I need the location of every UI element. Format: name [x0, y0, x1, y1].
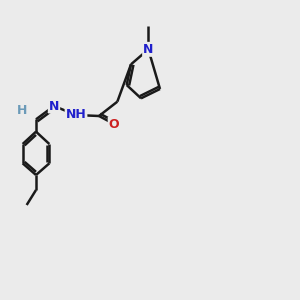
- Text: NH: NH: [66, 109, 86, 122]
- Text: N: N: [143, 43, 154, 56]
- Text: N: N: [49, 100, 59, 112]
- Text: O: O: [109, 118, 119, 130]
- Text: H: H: [16, 103, 27, 116]
